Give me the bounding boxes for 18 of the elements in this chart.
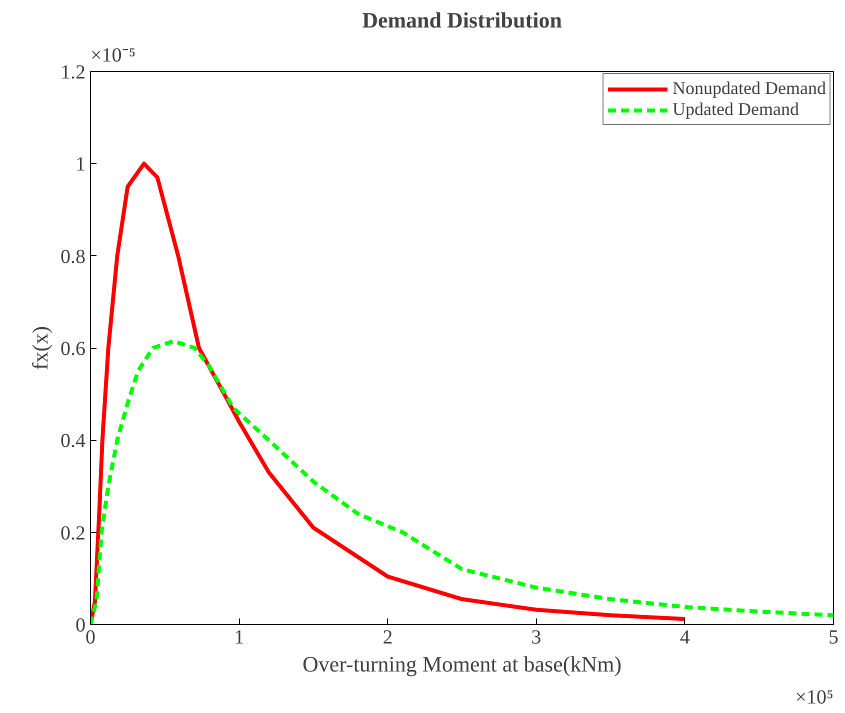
x-tick-label: 4	[680, 626, 690, 648]
x-axis-title: Over-turning Moment at base(kNm)	[302, 652, 622, 676]
y-tick-label: 0.8	[60, 246, 86, 268]
legend-label: Updated Demand	[672, 99, 799, 120]
y-tick-label: 1.2	[60, 62, 86, 84]
legend-label: Nonupdated Demand	[672, 78, 826, 99]
text: ×10⁵	[795, 686, 834, 708]
y-tick-label: 1	[76, 154, 86, 176]
x-tick-label: 5	[828, 626, 838, 648]
y-axis-title: fx(x)	[28, 326, 52, 370]
y-tick-label: 0.6	[60, 338, 86, 360]
chart-title: Demand Distribution	[362, 8, 562, 32]
y-tick-label: 0.2	[60, 522, 86, 544]
x-tick-label: 1	[234, 626, 244, 648]
x-tick-label: 3	[531, 626, 542, 648]
text: ×10⁻⁵	[90, 44, 136, 66]
y-tick-label: 0.4	[60, 430, 86, 452]
x-tick-label: 2	[382, 626, 393, 648]
